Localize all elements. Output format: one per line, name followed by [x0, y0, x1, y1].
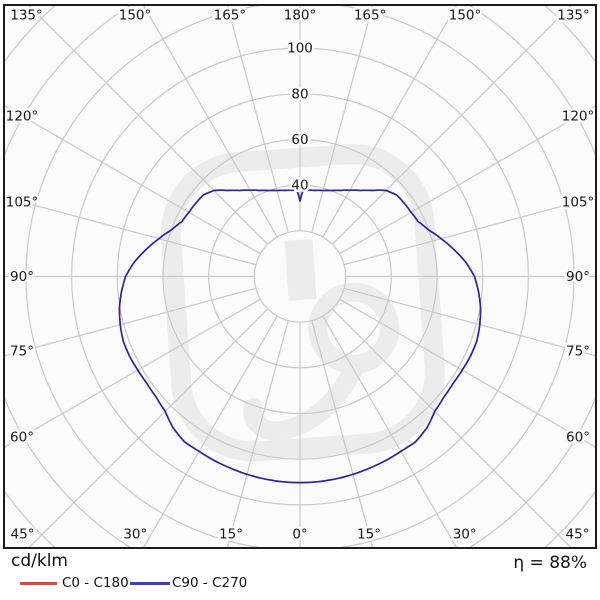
angle-label-0: 0° [292, 527, 307, 543]
curve-c90-c270 [118, 189, 482, 484]
angle-label-105: 105° [562, 195, 595, 211]
angle-label-180: 180° [284, 8, 317, 24]
angle-label-120: 120° [6, 109, 39, 125]
legend-swatch-c90-c270 [130, 582, 170, 585]
legend-label-c0-c180: C0 - C180 [62, 575, 129, 591]
angle-label-15: 15° [219, 527, 243, 543]
watermark-logo [160, 144, 445, 462]
angle-label-135: 135° [557, 8, 590, 24]
angle-label-165: 165° [354, 8, 387, 24]
chart-frame [3, 4, 597, 549]
angle-label-165: 165° [214, 8, 247, 24]
legend-label-c90-c270: C90 - C270 [172, 575, 248, 591]
radial-label-80: 80 [291, 86, 308, 102]
radial-label-40: 40 [291, 178, 308, 194]
angle-label-60: 60° [10, 430, 34, 446]
legend-swatch-c0-c180 [20, 582, 57, 585]
angle-label-30: 30° [123, 527, 147, 543]
unit-label: cd/klm [11, 551, 68, 571]
angle-label-75: 75° [566, 344, 590, 360]
legend: C0 - C180 C90 - C270 [0, 574, 420, 594]
angle-label-45: 45° [11, 527, 35, 543]
angle-label-150: 150° [119, 8, 152, 24]
angle-label-90: 90° [10, 269, 34, 285]
angle-label-120: 120° [562, 109, 595, 125]
angle-label-90: 90° [566, 269, 590, 285]
angle-label-30: 30° [453, 527, 477, 543]
angle-label-45: 45° [566, 527, 590, 543]
efficiency-label: η = 88% [513, 553, 587, 573]
angle-label-75: 75° [10, 344, 34, 360]
angle-label-105: 105° [6, 195, 39, 211]
radial-label-60: 60 [291, 132, 308, 148]
angle-label-15: 15° [357, 527, 381, 543]
angle-label-135: 135° [10, 8, 43, 24]
angle-label-150: 150° [449, 8, 482, 24]
radial-label-100: 100 [287, 41, 313, 57]
angle-label-60: 60° [566, 430, 590, 446]
